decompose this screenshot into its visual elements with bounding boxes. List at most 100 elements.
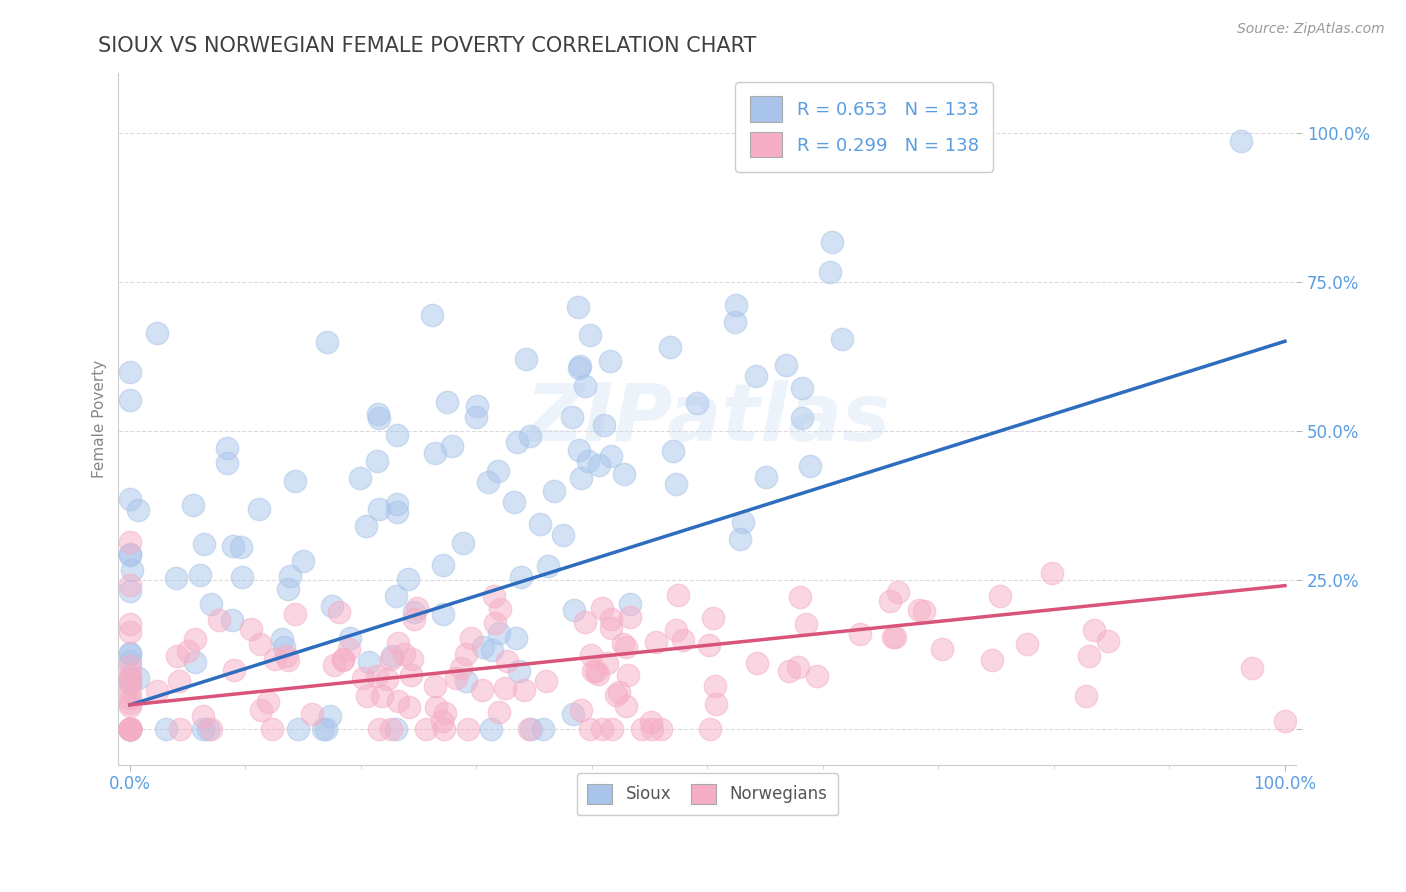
Point — [794, 616, 817, 631]
Point — [1078, 649, 1101, 664]
Point — [576, 454, 599, 468]
Point — [118, 676, 141, 690]
Point — [380, 722, 402, 736]
Point — [387, 694, 409, 708]
Point — [118, 667, 141, 681]
Point — [981, 653, 1004, 667]
Point — [644, 635, 666, 649]
Point — [118, 624, 141, 639]
Point — [591, 722, 613, 736]
Point — [262, 722, 284, 736]
Point — [509, 570, 531, 584]
Point — [118, 365, 141, 379]
Point — [273, 640, 295, 654]
Point — [118, 683, 141, 698]
Point — [613, 467, 636, 481]
Point — [699, 722, 721, 736]
Point — [349, 471, 371, 485]
Point — [221, 539, 243, 553]
Point — [666, 588, 689, 602]
Point — [165, 571, 187, 585]
Point — [744, 369, 766, 384]
Point — [398, 700, 420, 714]
Point — [617, 668, 640, 682]
Text: Source: ZipAtlas.com: Source: ZipAtlas.com — [1237, 22, 1385, 37]
Point — [612, 637, 634, 651]
Point — [118, 646, 141, 660]
Point — [118, 722, 141, 736]
Point — [789, 590, 811, 604]
Point — [640, 714, 662, 729]
Point — [724, 315, 747, 329]
Point — [450, 661, 472, 675]
Point — [184, 655, 207, 669]
Point — [582, 664, 605, 678]
Point — [354, 519, 377, 533]
Point — [600, 612, 623, 626]
Point — [118, 699, 141, 714]
Point — [332, 653, 354, 667]
Point — [184, 632, 207, 647]
Point — [121, 562, 143, 576]
Point — [574, 615, 596, 629]
Point — [578, 328, 600, 343]
Point — [217, 456, 239, 470]
Point — [790, 380, 813, 394]
Point — [425, 700, 447, 714]
Point — [619, 609, 641, 624]
Point — [496, 654, 519, 668]
Point — [569, 471, 592, 485]
Point — [319, 709, 342, 723]
Point — [884, 630, 907, 644]
Point — [479, 722, 502, 736]
Point — [118, 722, 141, 736]
Point — [444, 671, 467, 685]
Point — [596, 656, 619, 670]
Point — [177, 644, 200, 658]
Point — [585, 664, 607, 678]
Point — [423, 679, 446, 693]
Point — [537, 558, 560, 573]
Point — [208, 613, 231, 627]
Point — [641, 722, 664, 736]
Point — [686, 396, 709, 410]
Point — [806, 668, 828, 682]
Point — [1040, 566, 1063, 581]
Point — [456, 673, 478, 688]
Point — [569, 703, 592, 717]
Point — [724, 298, 747, 312]
Point — [118, 722, 141, 736]
Point — [821, 235, 844, 249]
Point — [488, 705, 510, 719]
Point — [568, 360, 591, 375]
Point — [519, 429, 541, 443]
Point — [529, 516, 551, 531]
Point — [221, 613, 243, 627]
Point — [385, 505, 408, 519]
Point — [181, 499, 204, 513]
Point — [191, 708, 214, 723]
Point — [494, 681, 516, 695]
Point — [257, 695, 280, 709]
Point — [200, 722, 222, 736]
Y-axis label: Female Poverty: Female Poverty — [93, 359, 107, 478]
Point — [118, 722, 141, 736]
Point — [367, 502, 389, 516]
Point — [283, 474, 305, 488]
Point — [891, 126, 914, 140]
Point — [908, 602, 931, 616]
Point — [831, 332, 853, 346]
Point — [432, 558, 454, 573]
Point — [454, 648, 477, 662]
Point — [503, 495, 526, 509]
Point — [665, 623, 688, 637]
Point — [339, 631, 361, 645]
Point — [385, 722, 408, 736]
Point — [569, 359, 592, 373]
Point — [631, 722, 654, 736]
Point — [471, 682, 494, 697]
Point — [250, 703, 273, 717]
Point — [472, 640, 495, 654]
Point — [579, 648, 602, 662]
Point — [118, 647, 141, 661]
